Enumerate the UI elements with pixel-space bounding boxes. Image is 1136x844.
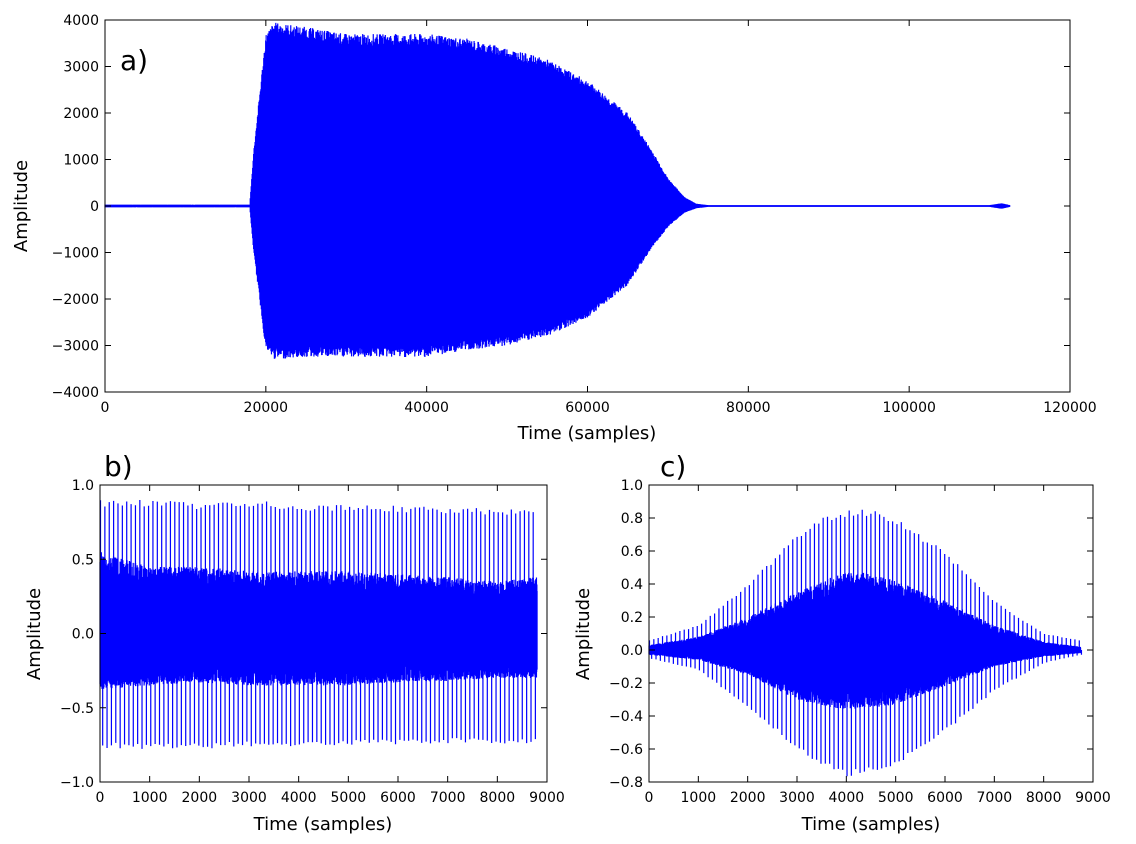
plot-a-ytick-label: −1000 <box>52 246 99 262</box>
plot-c-ylabel: Amplitude <box>573 588 594 680</box>
plot-c-ytick-label: 0.6 <box>621 544 643 560</box>
plot-a-ytick-label: 1000 <box>63 153 99 169</box>
plot-a-xtick-label: 20000 <box>244 400 289 416</box>
plot-a-xtick-label: 120000 <box>1043 400 1096 416</box>
plot-a-ytick-label: 0 <box>90 199 99 215</box>
plot-a-xtick-label: 60000 <box>565 400 610 416</box>
plot-a-ytick-label: −2000 <box>52 292 99 308</box>
plot-b-xtick-label: 5000 <box>331 790 367 806</box>
plot-a-signal-line <box>104 22 1011 359</box>
plot-b-xtick-label: 0 <box>96 790 105 806</box>
plot-c-ytick-label: −0.4 <box>609 709 643 725</box>
panel-b-label: b) <box>104 450 133 483</box>
plot-a-ytick-label: 4000 <box>63 13 99 29</box>
plot-c-ytick-label: 0.8 <box>621 511 643 527</box>
plot-c-ytick-label: −0.2 <box>609 676 643 692</box>
plot-b-xtick-label: 3000 <box>231 790 267 806</box>
panel-c-label: c) <box>660 450 686 483</box>
plot-c-xtick-label: 7000 <box>977 790 1013 806</box>
plot-b-xlabel: Time (samples) <box>253 814 393 835</box>
plot-c-xtick-label: 8000 <box>1026 790 1062 806</box>
plot-c-ytick-label: 0.2 <box>621 610 643 626</box>
plot-c-xtick-label: 1000 <box>681 790 717 806</box>
plot-a-ytick-label: −4000 <box>52 385 99 401</box>
plot-b-ylabel: Amplitude <box>24 588 45 680</box>
plot-a-ytick-label: 2000 <box>63 106 99 122</box>
plot-c: c) 0 1000 2000 3000 4000 5000 6000 7000 8000 9000… <box>573 450 1111 835</box>
plot-a-xlabel: Time (samples) <box>517 423 657 444</box>
plot-b-xtick-label: 8000 <box>480 790 516 806</box>
plot-c-xlabel: Time (samples) <box>801 814 941 835</box>
plot-b-ytick-label: 0.0 <box>72 627 94 643</box>
plot-b-ytick-label: 1.0 <box>72 478 94 494</box>
plot-c-series-signal <box>648 509 1083 777</box>
plot-b-axes: 0 1000 2000 3000 4000 5000 6000 7000 8000 9000 −1.… <box>60 478 565 806</box>
plot-c-xtick-label: 4000 <box>829 790 865 806</box>
plot-a-series-signal <box>104 22 1011 359</box>
plot-c-ytick-label: 0.0 <box>621 643 643 659</box>
plot-c-ytick-label: 1.0 <box>621 478 643 494</box>
plot-c-frame <box>648 484 1094 783</box>
plot-a-xtick-label: 0 <box>101 400 110 416</box>
plot-a-axes: 0 20000 40000 60000 80000 100000 120000−4000−3… <box>52 13 1097 416</box>
plot-b-xtick-label: 1000 <box>132 790 168 806</box>
plot-b-xtick-label: 2000 <box>182 790 218 806</box>
plot-c-xtick-label: 0 <box>645 790 654 806</box>
plot-c-ytick-label: 0.4 <box>621 577 643 593</box>
plot-c-xtick-label: 9000 <box>1075 790 1111 806</box>
plot-a-ytick-label: 3000 <box>63 60 99 76</box>
plot-b-xtick-label: 7000 <box>430 790 466 806</box>
plot-c-xtick-label: 6000 <box>927 790 963 806</box>
panel-a-label: a) <box>120 44 148 77</box>
plot-b: b) 0 1000 2000 3000 4000 5000 6000 7000 8000 9000… <box>24 450 565 835</box>
plot-a-xtick-label: 80000 <box>726 400 771 416</box>
plot-c-ytick-label: −0.6 <box>609 742 643 758</box>
plot-b-series-signal <box>99 500 538 749</box>
plot-c-ytick-label: −0.8 <box>609 775 643 791</box>
plot-a-xtick-label: 40000 <box>404 400 449 416</box>
plot-b-xtick-label: 6000 <box>380 790 416 806</box>
plot-a-ylabel: Amplitude <box>11 160 32 252</box>
plot-c-xtick-label: 5000 <box>878 790 914 806</box>
plot-b-ytick-label: −0.5 <box>60 701 94 717</box>
plot-b-ytick-label: 0.5 <box>72 552 94 568</box>
plot-b-xtick-label: 4000 <box>281 790 317 806</box>
plot-a: a) 0 20000 40000 60000 80000 100000 120000−400… <box>11 13 1097 444</box>
plot-a-ytick-label: −3000 <box>52 339 99 355</box>
plot-b-xtick-label: 9000 <box>529 790 565 806</box>
plot-a-xtick-label: 100000 <box>882 400 935 416</box>
plot-c-xtick-label: 3000 <box>779 790 815 806</box>
plot-b-ytick-label: −1.0 <box>60 775 94 791</box>
plot-c-xtick-label: 2000 <box>730 790 766 806</box>
plot-c-axes: 0 1000 2000 3000 4000 5000 6000 7000 8000 9000 −0.… <box>609 478 1111 806</box>
